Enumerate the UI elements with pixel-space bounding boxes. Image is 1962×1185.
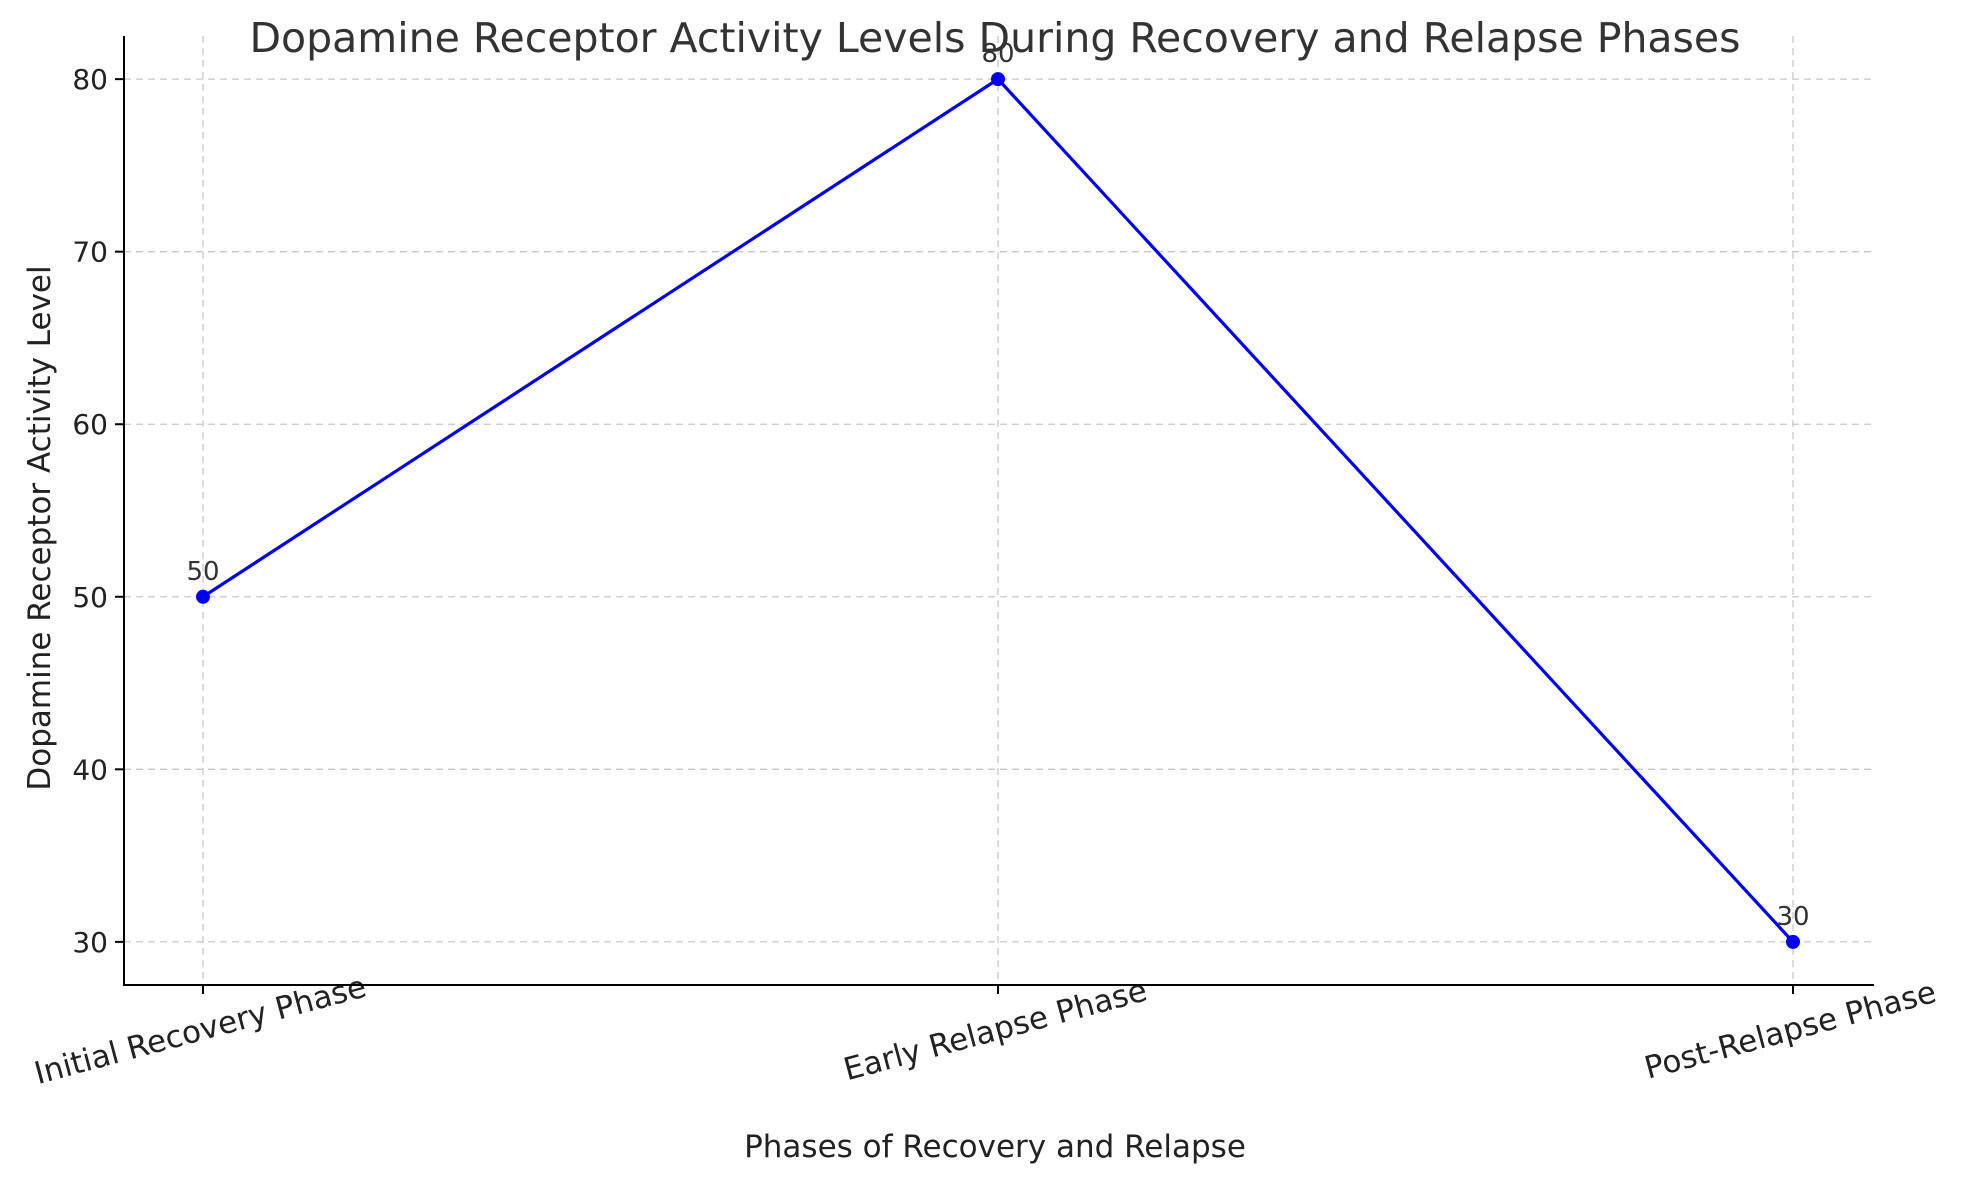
axis-spines [123,36,1874,986]
data-label: 50 [186,557,219,587]
y-tick-label: 80 [72,63,108,96]
chart-title: Dopamine Receptor Activity Levels During… [249,14,1740,62]
x-tick-label: Post-Relapse Phase [1641,974,1940,1086]
y-tick-label: 60 [72,408,108,441]
data-point [991,72,1005,87]
y-tick-label: 40 [72,753,108,786]
x-tick-label: Early Relapse Phase [840,973,1151,1089]
x-axis-title: Phases of Recovery and Relapse [744,1129,1246,1165]
axes-layer: 30 40 50 60 70 80 Initial Recovery Phase Early … [31,36,1940,1092]
y-tick-label: 50 [72,581,108,614]
y-tick-label: 70 [72,236,108,269]
data-point [1786,934,1800,949]
x-tick-label: Initial Recovery Phase [31,969,370,1092]
grid-layer [124,36,1874,985]
data-label: 30 [1776,902,1809,932]
y-tick-label: 30 [72,926,108,959]
data-point [196,589,210,604]
data-label: 80 [981,39,1014,69]
y-axis-title: Dopamine Receptor Activity Level [22,265,58,790]
series-layer: 50 80 30 [186,39,1810,949]
